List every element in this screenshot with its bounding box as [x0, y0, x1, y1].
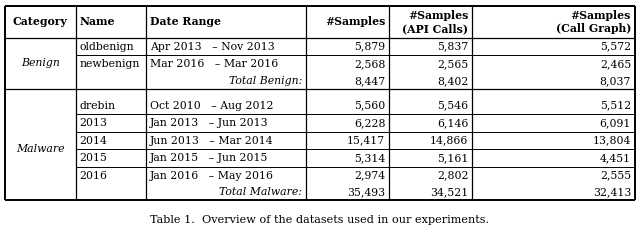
Text: Apr 2013   – Nov 2013: Apr 2013 – Nov 2013: [150, 42, 275, 52]
Text: 32,413: 32,413: [593, 187, 631, 197]
Text: 2,802: 2,802: [437, 171, 468, 181]
Text: 6,228: 6,228: [354, 118, 385, 128]
Text: Date Range: Date Range: [150, 16, 221, 27]
Text: 8,447: 8,447: [354, 76, 385, 86]
Text: 2014: 2014: [79, 136, 108, 146]
Text: Total Malware:: Total Malware:: [220, 187, 302, 197]
Text: 2,565: 2,565: [437, 59, 468, 69]
Text: 2013: 2013: [79, 118, 108, 128]
Text: 8,402: 8,402: [437, 76, 468, 86]
Text: 5,879: 5,879: [354, 42, 385, 52]
Text: 2,555: 2,555: [600, 171, 631, 181]
Text: #Samples
(Call Graph): #Samples (Call Graph): [556, 10, 631, 34]
Text: 5,560: 5,560: [354, 101, 385, 111]
Text: Jan 2015   – Jun 2015: Jan 2015 – Jun 2015: [150, 153, 268, 163]
Text: 6,146: 6,146: [437, 118, 468, 128]
Text: 6,091: 6,091: [600, 118, 631, 128]
Text: Category: Category: [13, 16, 68, 27]
Text: Mar 2016   – Mar 2016: Mar 2016 – Mar 2016: [150, 59, 278, 69]
Text: newbenign: newbenign: [79, 59, 140, 69]
Text: 5,546: 5,546: [437, 101, 468, 111]
Text: 2015: 2015: [79, 153, 108, 163]
Text: Jan 2013   – Jun 2013: Jan 2013 – Jun 2013: [150, 118, 268, 128]
Text: 35,493: 35,493: [347, 187, 385, 197]
Text: oldbenign: oldbenign: [79, 42, 134, 52]
Text: 5,572: 5,572: [600, 42, 631, 52]
Text: Name: Name: [79, 16, 115, 27]
Text: 13,804: 13,804: [593, 136, 631, 146]
Text: 5,161: 5,161: [437, 153, 468, 163]
Text: 4,451: 4,451: [600, 153, 631, 163]
Text: Total Benign:: Total Benign:: [229, 76, 302, 86]
Text: Jan 2016   – May 2016: Jan 2016 – May 2016: [150, 171, 274, 181]
Text: 2,974: 2,974: [354, 171, 385, 181]
Text: 15,417: 15,417: [347, 136, 385, 146]
Text: Malware: Malware: [16, 144, 65, 154]
Text: drebin: drebin: [79, 101, 115, 111]
Text: 14,866: 14,866: [430, 136, 468, 146]
Text: #Samples
(API Calls): #Samples (API Calls): [403, 10, 468, 34]
Text: 5,837: 5,837: [437, 42, 468, 52]
Text: 5,314: 5,314: [354, 153, 385, 163]
Text: 2,465: 2,465: [600, 59, 631, 69]
Text: Table 1.  Overview of the datasets used in our experiments.: Table 1. Overview of the datasets used i…: [150, 215, 490, 225]
Text: 8,037: 8,037: [600, 76, 631, 86]
Text: Oct 2010   – Aug 2012: Oct 2010 – Aug 2012: [150, 101, 273, 111]
Text: Benign: Benign: [21, 58, 60, 68]
Text: 34,521: 34,521: [430, 187, 468, 197]
Text: Jun 2013   – Mar 2014: Jun 2013 – Mar 2014: [150, 136, 273, 146]
Text: #Samples: #Samples: [325, 16, 385, 27]
Text: 2016: 2016: [79, 171, 108, 181]
Text: 5,512: 5,512: [600, 101, 631, 111]
Text: 2,568: 2,568: [354, 59, 385, 69]
